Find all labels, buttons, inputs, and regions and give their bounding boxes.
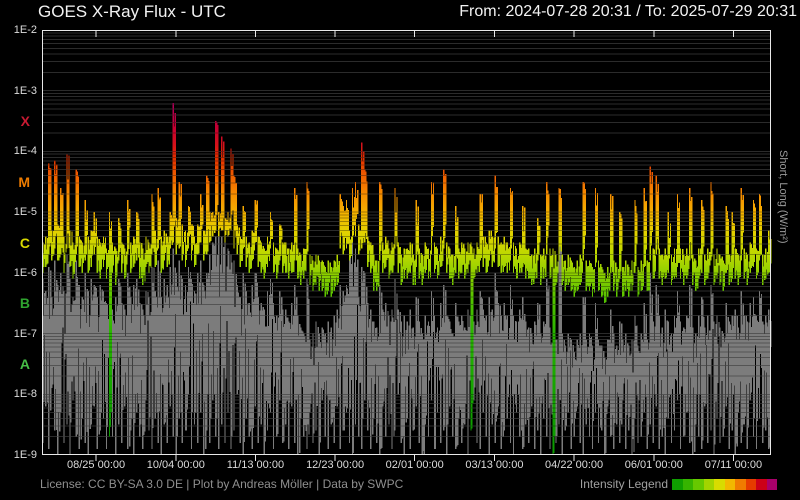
x-tick-label: 12/23 00:00 — [306, 459, 365, 471]
y-tick-label: 1E-9 — [13, 449, 37, 461]
license-text: License: CC BY-SA 3.0 DE | Plot by Andre… — [40, 477, 404, 491]
intensity-legend-swatch — [672, 479, 683, 490]
x-tick-label: 08/25 00:00 — [67, 459, 126, 471]
intensity-legend-swatch — [724, 479, 735, 490]
page-title: GOES X-Ray Flux - UTC — [38, 2, 226, 21]
intensity-legend-swatch — [766, 479, 777, 490]
y-tick-label: 1E-8 — [13, 388, 37, 401]
intensity-legend-swatch — [682, 479, 693, 490]
y-tick-label: 1E-2 — [13, 24, 37, 36]
x-tick-label: 10/04 00:00 — [146, 459, 205, 471]
intensity-legend-label: Intensity Legend — [579, 477, 668, 491]
x-tick-label: 06/01 00:00 — [624, 459, 683, 471]
y-tick-label: 1E-5 — [13, 206, 37, 219]
y-tick-label: 1E-7 — [13, 327, 37, 340]
class-label-x: X — [20, 113, 30, 130]
class-label-c: C — [19, 234, 30, 251]
x-tick-label: 02/01 00:00 — [385, 459, 444, 471]
x-tick-label: 11/13 00:00 — [226, 459, 285, 471]
x-tick-label: 04/22 00:00 — [545, 459, 604, 471]
date-range-label: From: 2024-07-28 20:31 / To: 2025-07-29 … — [459, 3, 797, 20]
intensity-legend-swatch — [745, 479, 756, 490]
intensity-legend-swatch — [714, 479, 725, 490]
class-label-b: B — [19, 295, 30, 312]
class-label-m: M — [18, 173, 30, 190]
intensity-legend-swatch — [703, 479, 714, 490]
right-axis-label: Short, Long (W/m²) — [777, 150, 789, 244]
class-label-a: A — [19, 355, 30, 372]
intensity-legend-bar — [672, 479, 777, 490]
x-tick-label: 07/11 00:00 — [704, 459, 763, 471]
y-tick-label: 1E-6 — [13, 266, 37, 279]
x-tick-label: 03/13 00:00 — [465, 459, 524, 471]
intensity-legend-swatch — [693, 479, 704, 490]
intensity-legend-swatch — [735, 479, 746, 490]
intensity-legend-swatch — [756, 479, 767, 490]
y-tick-label: 1E-3 — [13, 84, 37, 97]
y-tick-label: 1E-4 — [13, 145, 37, 158]
